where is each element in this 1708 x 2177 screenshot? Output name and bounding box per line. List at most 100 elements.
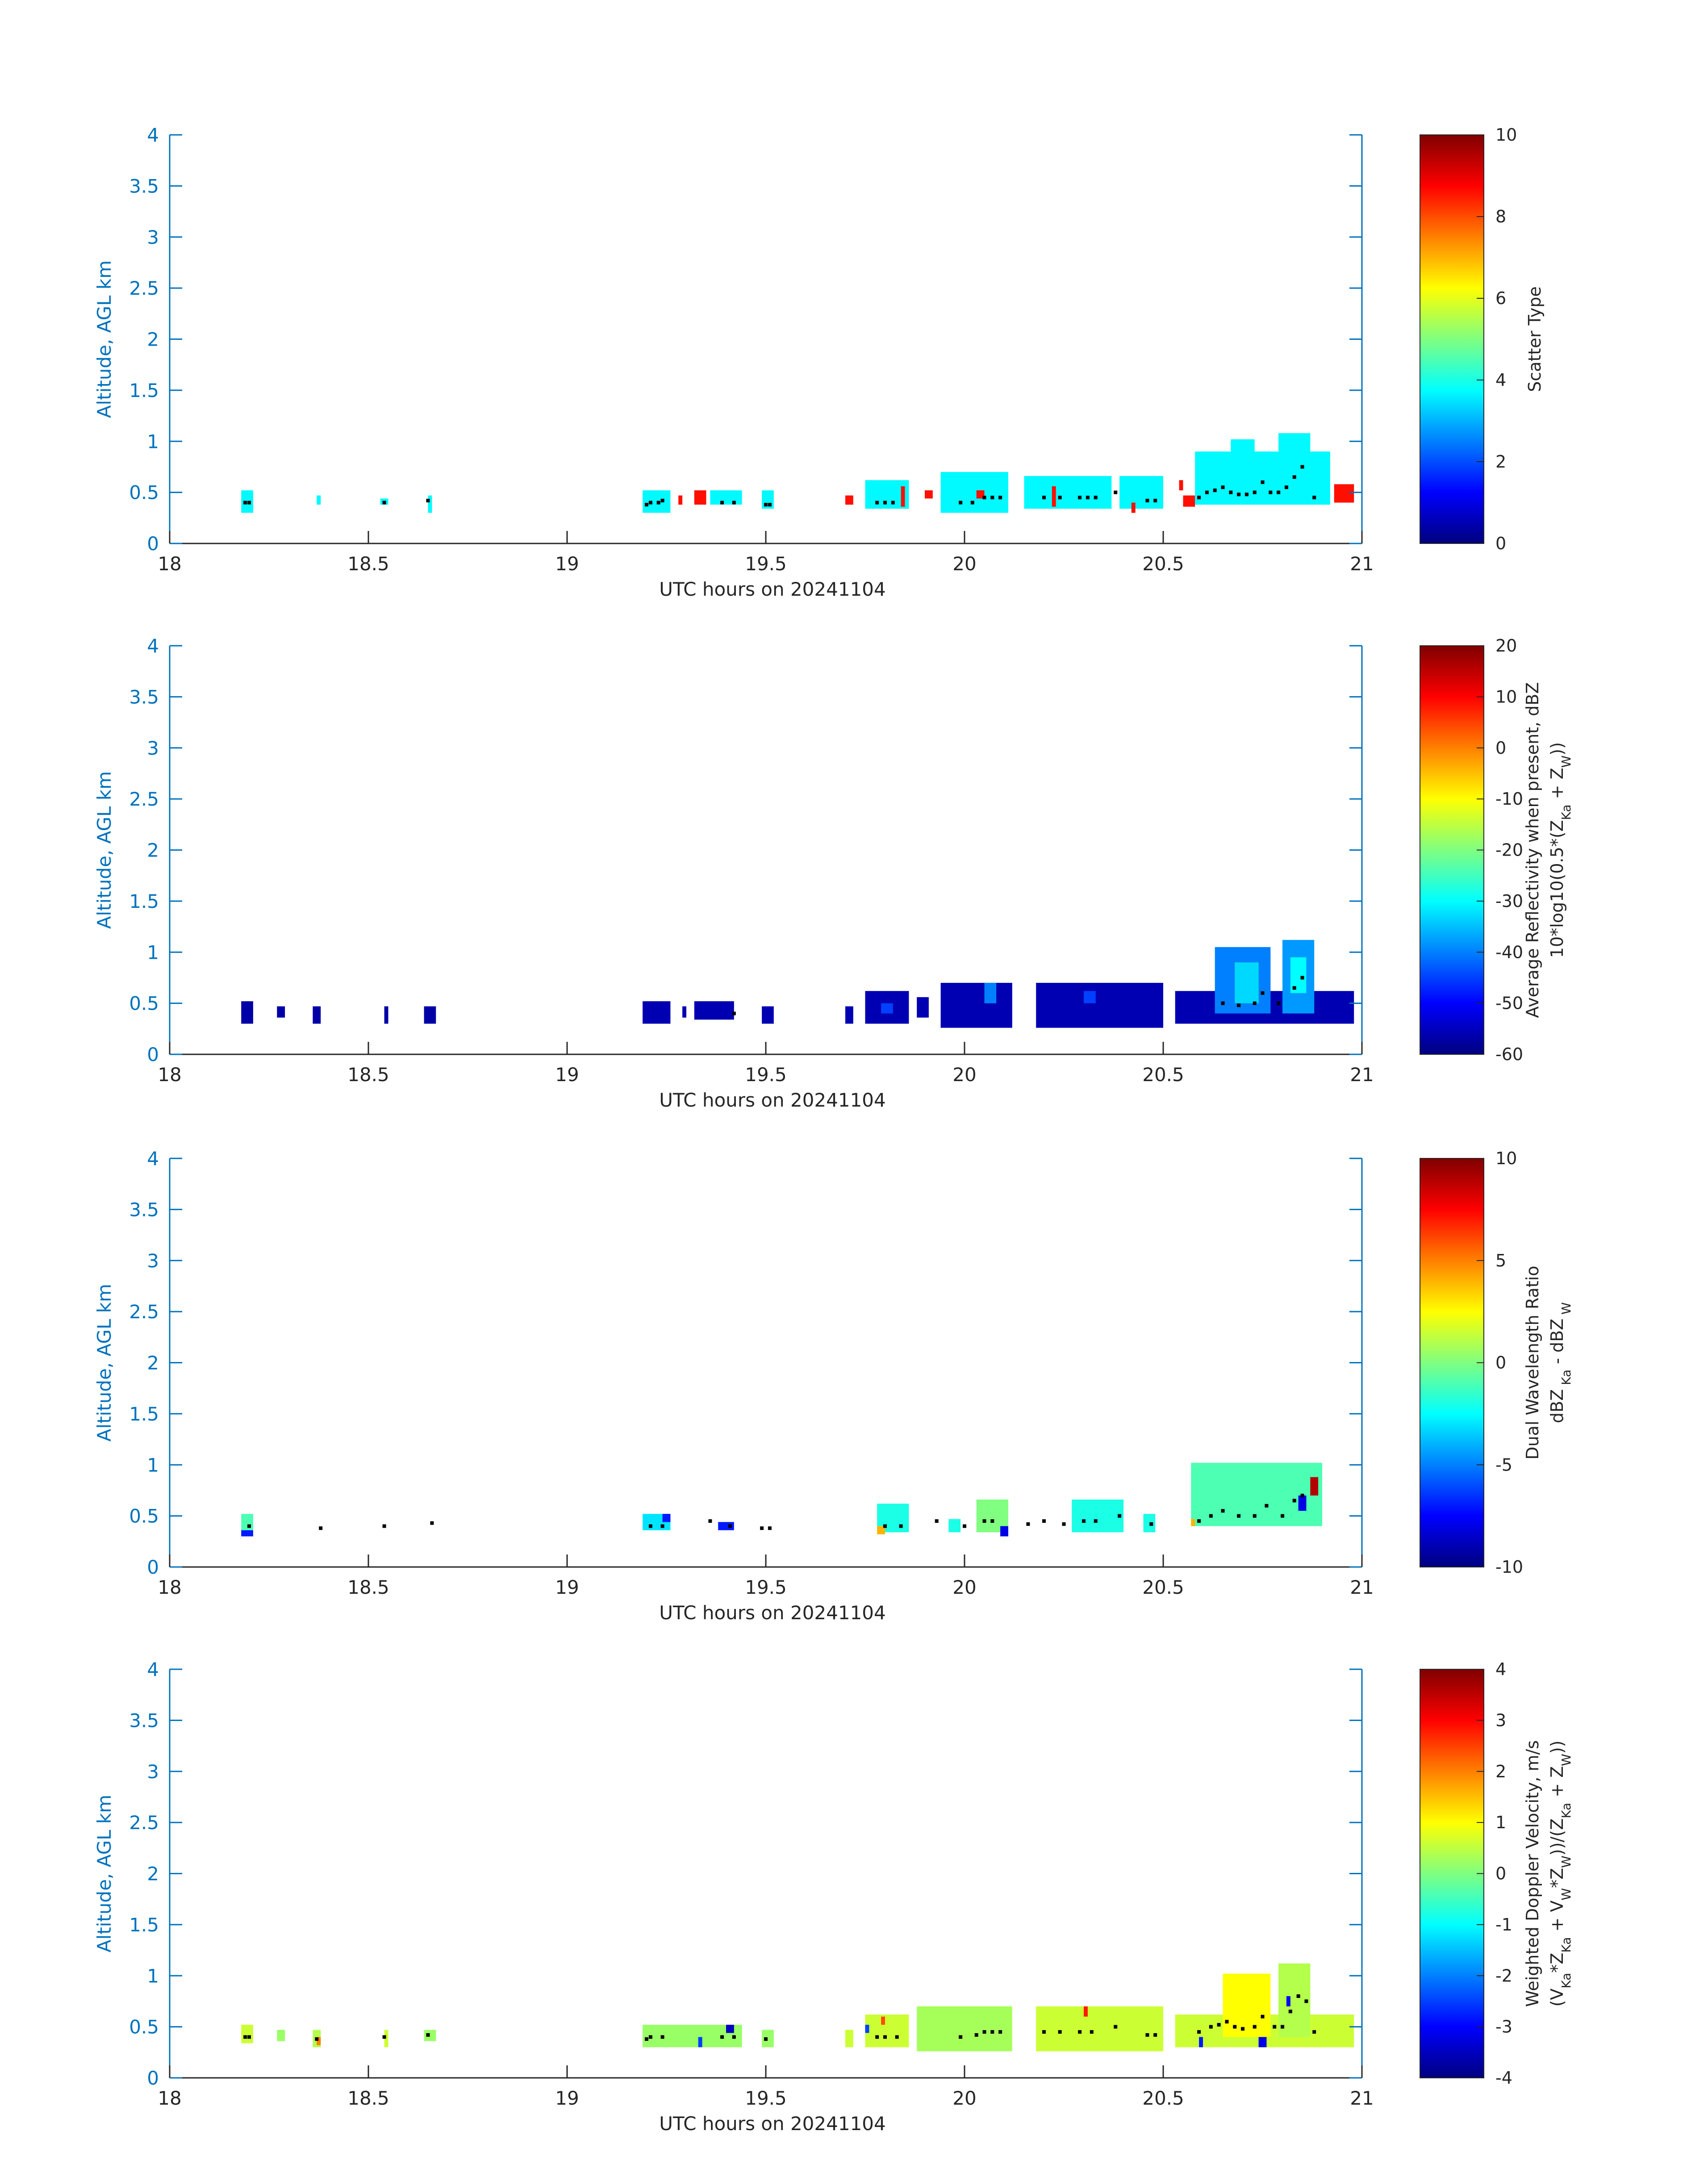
colorbar-tick-label: 10 bbox=[1495, 1149, 1517, 1168]
data-marker bbox=[1253, 2025, 1257, 2029]
data-marker bbox=[382, 2035, 386, 2039]
y-tick-label: 0 bbox=[147, 1044, 159, 1066]
data-cell bbox=[241, 1530, 253, 1537]
data-marker bbox=[875, 2035, 879, 2039]
data-marker bbox=[1094, 496, 1098, 500]
data-cell bbox=[424, 2030, 436, 2041]
data-cell bbox=[1199, 2037, 1203, 2047]
y-tick-label: 1 bbox=[147, 1965, 159, 1987]
data-marker bbox=[1284, 485, 1288, 489]
data-cell bbox=[1183, 495, 1195, 507]
data-marker bbox=[1090, 2030, 1094, 2034]
y-tick-label: 3.5 bbox=[129, 1199, 159, 1220]
y-tick-label: 3.5 bbox=[129, 686, 159, 708]
x-tick-label: 20.5 bbox=[1142, 1576, 1184, 1598]
colorbar-tick-label: -3 bbox=[1495, 2017, 1512, 2037]
data-cell bbox=[1310, 1477, 1319, 1496]
data-marker bbox=[648, 1524, 652, 1528]
data-marker bbox=[1058, 2030, 1062, 2034]
x-tick-label: 20 bbox=[952, 2087, 976, 2109]
data-markers bbox=[247, 1493, 1304, 1530]
data-marker bbox=[883, 2035, 887, 2039]
x-axis-title: UTC hours on 20241104 bbox=[659, 2113, 886, 2135]
y-tick-label: 3 bbox=[147, 1761, 159, 1783]
colorbar-tick-label: -1 bbox=[1495, 1915, 1512, 1935]
x-tick-label: 20.5 bbox=[1142, 1064, 1184, 1086]
data-cell bbox=[1119, 476, 1163, 509]
data-marker bbox=[1145, 2033, 1149, 2037]
x-tick-label: 18 bbox=[158, 2087, 181, 2109]
data-marker bbox=[732, 1011, 736, 1015]
data-cell bbox=[313, 1006, 321, 1024]
formula-text: ))/(Z bbox=[1547, 1818, 1567, 1855]
colorbar-tick-label: 8 bbox=[1495, 207, 1506, 226]
data-marker bbox=[970, 501, 974, 505]
data-cell bbox=[845, 1006, 853, 1024]
data-marker bbox=[1269, 490, 1273, 494]
x-tick-label: 18.5 bbox=[347, 553, 389, 575]
data-marker bbox=[1261, 2014, 1265, 2018]
data-cell bbox=[1072, 1500, 1123, 1533]
colorbar-tick-label: 4 bbox=[1495, 370, 1506, 390]
y-tick-label: 1.5 bbox=[129, 1914, 159, 1936]
y-tick-label: 0.5 bbox=[129, 1505, 159, 1527]
data-cell bbox=[662, 1514, 671, 1522]
data-marker bbox=[768, 503, 772, 507]
colorbar-tick-label: -10 bbox=[1495, 789, 1523, 809]
data-cell bbox=[976, 490, 985, 499]
data-marker bbox=[732, 501, 736, 505]
data-cell bbox=[698, 2037, 702, 2047]
data-marker bbox=[720, 501, 724, 505]
y-tick-label: 3.5 bbox=[129, 175, 159, 197]
data-cell bbox=[1143, 1514, 1156, 1533]
data-marker bbox=[247, 1524, 251, 1528]
y-tick-label: 2.5 bbox=[129, 277, 159, 299]
data-cell bbox=[845, 495, 853, 505]
formula-text: dBZ bbox=[1547, 1389, 1567, 1423]
data-markers bbox=[243, 1994, 1316, 2041]
data-marker bbox=[1261, 480, 1265, 484]
data-cell bbox=[678, 495, 683, 505]
data-cell bbox=[1179, 480, 1183, 491]
formula-subscript: Ka bbox=[1559, 1803, 1574, 1818]
colorbar-tick-label: 6 bbox=[1495, 288, 1506, 308]
data-cell bbox=[317, 495, 321, 505]
data-marker bbox=[1197, 2030, 1201, 2034]
data-marker bbox=[1233, 2025, 1237, 2029]
x-tick-label: 20.5 bbox=[1142, 553, 1184, 575]
colorbar: -10 -5 0 5 10 Dual Wavelength Ratio dBZ Ka - d… bbox=[1420, 1149, 1574, 1577]
data-marker bbox=[243, 501, 247, 505]
data-marker bbox=[720, 2035, 724, 2039]
data-marker bbox=[1153, 498, 1157, 502]
data-marker bbox=[883, 501, 887, 505]
y-tick-label: 4 bbox=[147, 124, 159, 146]
data-marker bbox=[1273, 2025, 1277, 2029]
data-marker bbox=[1042, 2030, 1046, 2034]
x-tick-label: 19 bbox=[555, 1576, 579, 1598]
data-marker bbox=[982, 1519, 986, 1523]
data-cell bbox=[241, 2025, 253, 2043]
data-markers bbox=[243, 465, 1316, 507]
colorbar-scale bbox=[1420, 645, 1484, 1055]
data-cell bbox=[762, 490, 774, 509]
data-marker bbox=[982, 496, 986, 500]
formula-subscript: W bbox=[1559, 1855, 1574, 1868]
data-marker bbox=[1026, 1522, 1030, 1526]
data-marker bbox=[1114, 2025, 1118, 2029]
data-marker bbox=[645, 503, 648, 507]
data-marker bbox=[990, 496, 994, 500]
data-marker bbox=[875, 501, 879, 505]
data-cell bbox=[694, 1001, 734, 1020]
x-tick-label: 21 bbox=[1350, 1576, 1374, 1598]
data-cell bbox=[1036, 2006, 1163, 2052]
data-cell bbox=[384, 2030, 388, 2047]
colorbar-label: Dual Wavelength Ratio bbox=[1523, 1266, 1542, 1459]
data-cell bbox=[241, 490, 253, 513]
data-marker bbox=[243, 2035, 247, 2039]
data-marker bbox=[1114, 490, 1118, 494]
y-tick-label: 2 bbox=[147, 1863, 159, 1885]
data-marker bbox=[319, 1526, 323, 1530]
data-cell bbox=[1131, 502, 1136, 513]
colorbar-scale bbox=[1420, 1158, 1484, 1567]
